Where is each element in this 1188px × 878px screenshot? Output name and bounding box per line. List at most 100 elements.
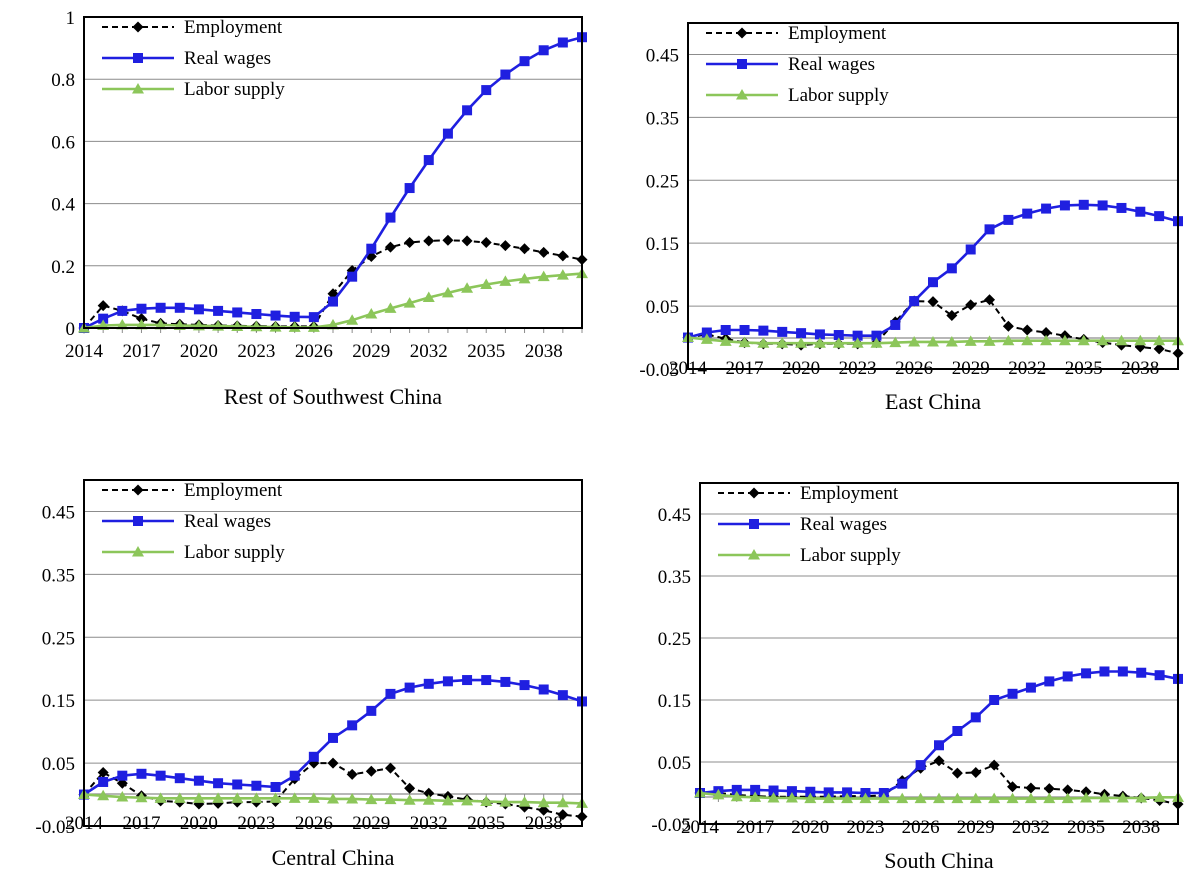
data-point-real-wages <box>193 304 204 315</box>
data-point-labor-supply <box>135 791 148 803</box>
data-point-employment <box>404 236 416 248</box>
legend-label: Real wages <box>800 514 887 535</box>
x-tick-label: 2026 <box>295 341 333 362</box>
data-point-employment <box>327 757 339 769</box>
x-tick-label: 2035 <box>1067 817 1105 838</box>
data-point-labor-supply <box>749 791 762 802</box>
data-point-real-wages <box>1154 670 1165 681</box>
legend-label: Real wages <box>184 511 271 532</box>
data-point-labor-supply <box>269 792 282 803</box>
data-point-real-wages <box>481 85 492 96</box>
legend: Employment Real wages Labor supply <box>102 17 285 100</box>
y-tick-label: 0.45 <box>646 45 679 66</box>
data-point-real-wages <box>758 325 769 336</box>
data-point-real-wages <box>701 327 712 338</box>
panel-title: Rest of Southwest China <box>224 384 442 409</box>
y-tick-label: 0.6 <box>51 132 75 153</box>
data-point-employment <box>1025 782 1037 794</box>
y-tick-label: 0.2 <box>51 257 75 278</box>
data-point-real-wages <box>1059 200 1070 211</box>
data-point-labor-supply <box>97 789 110 801</box>
data-point-real-wages <box>519 680 530 691</box>
panel-south-china: -0.05 0.05 0.15 0.25 0.35 0.45 2014 2017 2020 202… <box>651 482 1184 873</box>
data-point-labor-supply <box>135 318 148 330</box>
data-point-employment <box>1043 783 1055 795</box>
data-point-real-wages <box>136 768 147 779</box>
legend-entry-labor-supply: Labor supply <box>706 85 889 106</box>
data-point-real-wages <box>98 776 109 787</box>
data-point-real-wages <box>462 675 473 686</box>
data-point-real-wages <box>871 330 882 341</box>
legend-marker <box>133 516 143 526</box>
data-point-labor-supply <box>384 793 397 805</box>
data-point-real-wages <box>1099 666 1110 677</box>
series-labor-supply <box>682 331 1184 348</box>
x-tick-label: 2017 <box>122 813 160 834</box>
data-point-labor-supply <box>988 792 1001 804</box>
data-point-real-wages <box>519 56 530 67</box>
data-point-real-wages <box>1136 667 1147 678</box>
plot-frame <box>83 16 583 329</box>
x-tick-label: 2014 <box>65 341 104 362</box>
legend-marker <box>736 89 748 100</box>
series-line-employment <box>700 759 1179 806</box>
data-point-labor-supply <box>403 794 416 805</box>
data-point-real-wages <box>890 319 901 330</box>
data-point-real-wages <box>385 688 396 699</box>
data-point-labor-supply <box>1096 334 1109 346</box>
legend-entry-employment: Employment <box>102 17 283 38</box>
data-point-employment <box>538 804 550 816</box>
data-point-labor-supply <box>795 337 808 348</box>
data-point-employment <box>461 235 473 247</box>
data-point-real-wages <box>557 690 568 701</box>
data-point-employment <box>519 243 531 255</box>
y-tick-label: 0.35 <box>646 108 679 129</box>
data-point-employment <box>965 299 977 311</box>
data-point-employment <box>97 767 109 779</box>
series-real-wages <box>79 32 587 333</box>
data-point-real-wages <box>117 770 128 781</box>
data-point-labor-supply <box>1153 334 1166 346</box>
series-labor-supply <box>694 787 1184 804</box>
x-tick-label: 2026 <box>295 813 333 834</box>
data-point-real-wages <box>174 773 185 784</box>
data-point-labor-supply <box>422 794 435 805</box>
data-point-labor-supply <box>1006 792 1019 804</box>
data-point-employment <box>927 296 939 308</box>
data-point-real-wages <box>989 695 1000 705</box>
legend: Employment Real wages Labor supply <box>706 23 889 106</box>
x-tick-label: 2029 <box>352 813 390 834</box>
x-tick-label: 2017 <box>122 341 160 362</box>
data-point-real-wages <box>385 212 396 223</box>
data-point-real-wages <box>251 309 262 320</box>
data-point-labor-supply <box>785 791 798 803</box>
data-point-labor-supply <box>288 321 301 332</box>
x-tick-label: 2020 <box>180 341 218 362</box>
data-point-real-wages <box>213 778 224 789</box>
plot-frame <box>687 22 1179 370</box>
data-point-real-wages <box>174 302 185 313</box>
data-point-labor-supply <box>719 335 732 346</box>
legend-marker <box>132 83 144 94</box>
legend-label: Employment <box>788 23 887 44</box>
data-point-real-wages <box>557 37 568 48</box>
data-point-real-wages <box>814 329 825 340</box>
data-point-labor-supply <box>914 792 927 804</box>
data-point-labor-supply <box>964 335 977 346</box>
data-point-real-wages <box>946 263 957 274</box>
y-tick-label: 0.25 <box>658 629 691 650</box>
x-tick-label: 2023 <box>237 813 275 834</box>
panel-rest-of-southwest-china: 0 0.2 0.4 0.6 0.8 1 2014 2017 2020 2023 2026 2029 20… <box>51 8 588 409</box>
data-point-real-wages <box>442 676 453 687</box>
legend-entry-real-wages: Real wages <box>718 514 887 535</box>
data-point-real-wages <box>538 684 549 695</box>
data-point-labor-supply <box>908 335 921 347</box>
data-point-labor-supply <box>1077 334 1090 346</box>
legend-entry-labor-supply: Labor supply <box>102 542 285 563</box>
data-point-labor-supply <box>307 792 320 803</box>
data-point-labor-supply <box>154 792 167 803</box>
data-point-real-wages <box>842 787 853 798</box>
data-point-employment <box>1021 324 1033 336</box>
